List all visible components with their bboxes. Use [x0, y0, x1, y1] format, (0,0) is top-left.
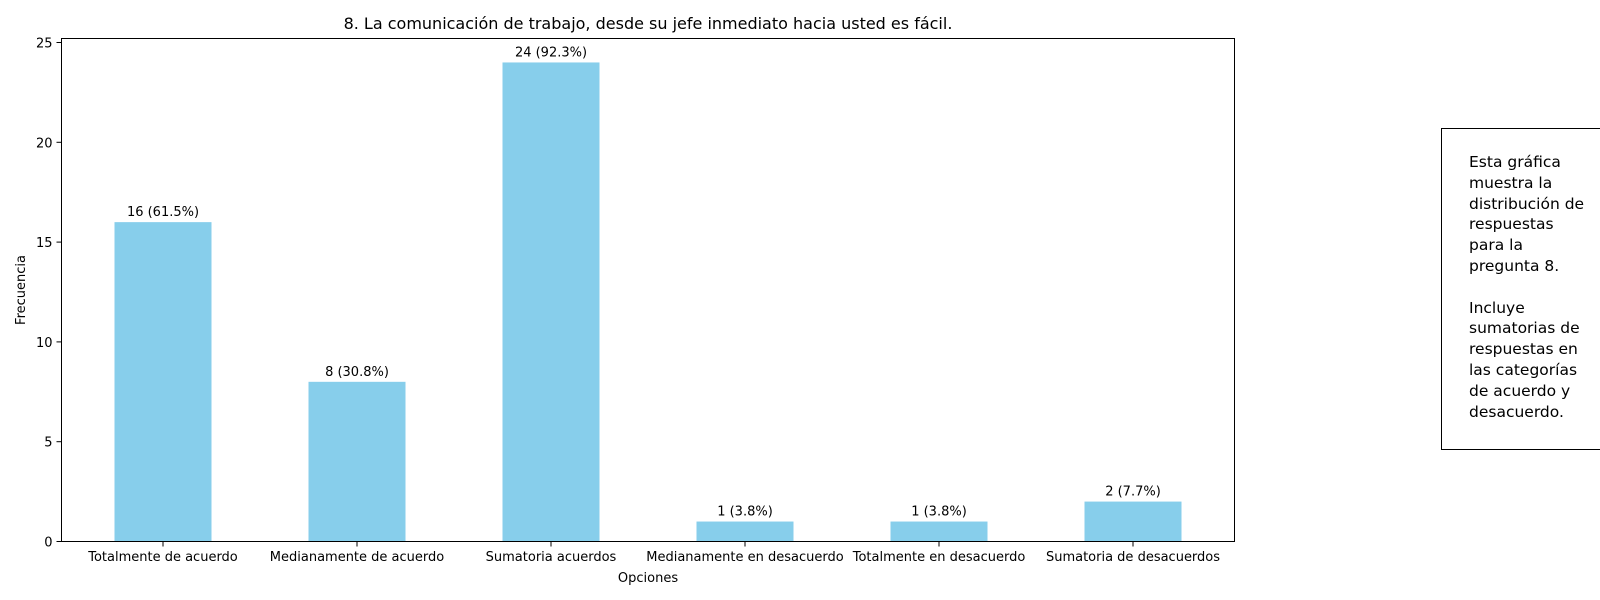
y-tick-label: 0	[44, 536, 52, 551]
y-tick-label: 15	[36, 236, 53, 251]
x-axis-label: Opciones	[618, 571, 678, 586]
bar	[1084, 501, 1182, 542]
y-tick-label: 25	[36, 36, 53, 51]
bar-value-label: 1 (3.8%)	[911, 505, 967, 520]
y-tick-label: 20	[36, 136, 53, 151]
x-tick-label: Sumatoria de desacuerdos	[1046, 550, 1220, 565]
bar	[890, 521, 988, 542]
annotation-text: Esta gráfica muestra la distribución de …	[1469, 153, 1585, 421]
chart-title: 8. La comunicación de trabajo, desde su …	[344, 14, 953, 33]
y-axis: 0 5 10 15 20 25	[36, 36, 62, 551]
bar-value-label: 24 (92.3%)	[515, 45, 587, 60]
bar-labels: 16 (61.5%) 8 (30.8%) 24 (92.3%) 1 (3.8%) 1 (…	[127, 45, 1161, 519]
x-tick-label: Medianamente de acuerdo	[270, 550, 444, 565]
bar-value-label: 1 (3.8%)	[717, 505, 773, 520]
y-tick-label: 10	[36, 336, 53, 351]
bar	[114, 222, 212, 542]
bar-value-label: 16 (61.5%)	[127, 205, 199, 220]
x-tick-label: Totalmente en desacuerdo	[852, 550, 1026, 565]
bar-value-label: 8 (30.8%)	[325, 365, 389, 380]
y-axis-label: Frecuencia	[14, 255, 29, 325]
bars	[114, 62, 1182, 542]
bar	[696, 521, 794, 542]
bar	[502, 62, 600, 542]
x-axis: Totalmente de acuerdo Medianamente de acu…	[87, 541, 1220, 565]
bar	[308, 381, 406, 542]
plot-area-frame	[61, 38, 1235, 542]
bar-value-label: 2 (7.7%)	[1105, 485, 1161, 500]
x-tick-label: Medianamente en desacuerdo	[646, 550, 843, 565]
y-tick-label: 5	[44, 436, 52, 451]
x-tick-label: Sumatoria acuerdos	[486, 550, 617, 565]
annotation-box	[1441, 128, 1600, 450]
x-tick-label: Totalmente de acuerdo	[87, 550, 238, 565]
